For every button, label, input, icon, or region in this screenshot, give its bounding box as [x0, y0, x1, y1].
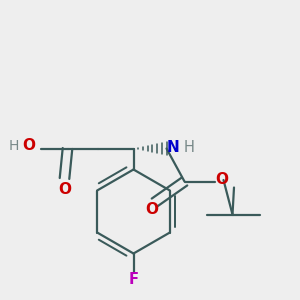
Text: O: O: [22, 138, 35, 153]
Text: H: H: [184, 140, 194, 154]
Text: O: O: [145, 202, 158, 217]
Text: N: N: [166, 140, 179, 154]
Text: H: H: [8, 139, 19, 152]
Text: O: O: [58, 182, 71, 196]
Text: F: F: [128, 272, 139, 286]
Text: O: O: [215, 172, 229, 187]
